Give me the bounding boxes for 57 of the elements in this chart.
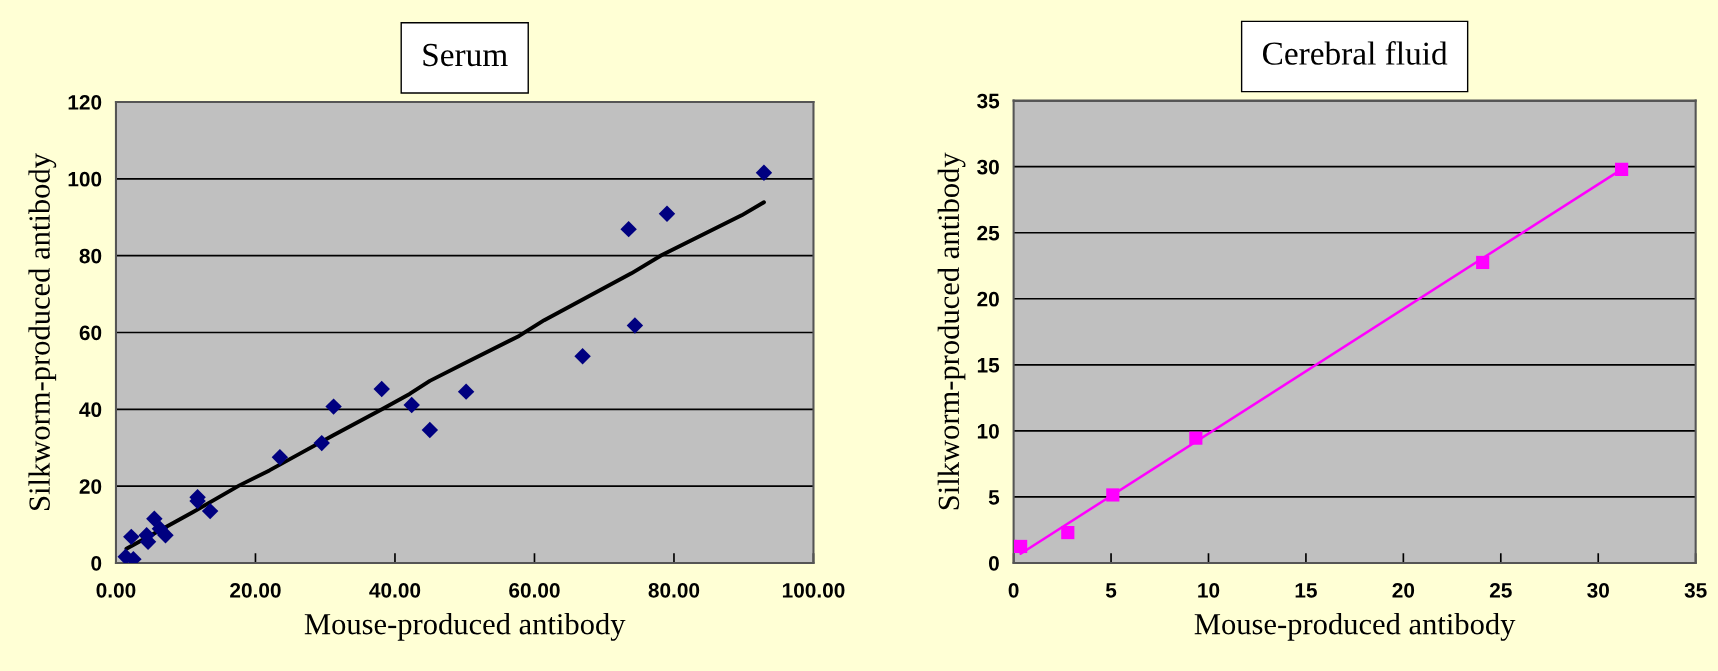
point: [620, 220, 637, 238]
point: [574, 348, 591, 365]
y-tick-label: 35: [977, 93, 1000, 109]
point: [325, 398, 342, 415]
y-tick-label: 100: [68, 171, 102, 187]
x-tick-label: 30: [1587, 582, 1609, 598]
point: [626, 317, 644, 334]
y-tick-label: 80: [79, 248, 102, 264]
y-tick-label: 15: [977, 358, 1000, 373]
y-tick-label: 20: [977, 291, 999, 307]
point: [658, 205, 676, 222]
x-tick-label: 0.00: [96, 582, 136, 598]
y-tick-label: 5: [988, 490, 1000, 505]
x-tick-label: 10: [1198, 582, 1220, 598]
point: [755, 164, 773, 181]
x-tick-label: 20.00: [230, 582, 281, 598]
x-tick-label: 25: [1489, 582, 1512, 598]
x-tick-label: 35: [1684, 582, 1707, 598]
point: [1061, 526, 1075, 540]
y-tick-label: 20: [79, 479, 102, 494]
point: [313, 434, 330, 452]
y-tick-label: 25: [977, 225, 1000, 241]
x-tick-label: 0: [1008, 582, 1019, 598]
point: [1615, 162, 1629, 176]
y-tick-label: 40: [79, 402, 102, 418]
x-tick-label: 80.00: [648, 582, 700, 598]
point: [146, 510, 163, 528]
point: [421, 421, 439, 439]
y-tick-label: 120: [68, 94, 102, 110]
point: [457, 383, 475, 400]
chart-title: Cerebral fluid: [1262, 41, 1448, 65]
point: [1014, 539, 1028, 554]
x-tick-label: 20: [1392, 582, 1415, 598]
point: [1106, 488, 1120, 502]
x-tick-label: 100.00: [782, 582, 845, 598]
y-tick-label: 0: [988, 555, 999, 571]
chart-title: Serum: [423, 43, 508, 67]
point: [1189, 431, 1203, 445]
point: [123, 528, 140, 546]
point: [201, 502, 219, 520]
y-axis-title: Silkworm-produced antibody: [28, 153, 57, 510]
x-tick-label: 5: [1105, 583, 1117, 598]
x-axis-title: Mouse-produced antibody: [304, 612, 626, 641]
x-axis-title: Mouse-produced antibody: [1194, 612, 1516, 641]
y-tick-label: 30: [977, 159, 999, 175]
y-tick-label: 0: [91, 555, 102, 571]
y-axis-title: Silkworm-produced antibody: [937, 152, 966, 510]
point: [373, 380, 390, 398]
x-tick-label: 40.00: [369, 582, 421, 598]
point: [157, 527, 174, 544]
x-tick-label: 15: [1295, 583, 1317, 598]
y-tick-label: 60: [79, 325, 102, 341]
x-tick-label: 60.00: [509, 582, 560, 598]
point: [1476, 255, 1490, 270]
point: [271, 449, 289, 466]
point: [403, 396, 420, 414]
y-tick-label: 10: [977, 423, 999, 439]
